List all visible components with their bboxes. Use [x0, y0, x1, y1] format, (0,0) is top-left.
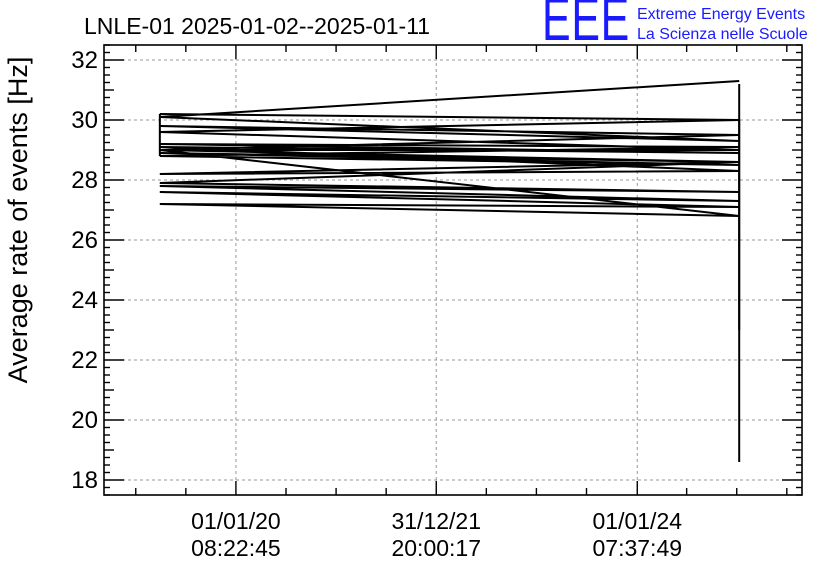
y-tick-label: 18 — [71, 467, 98, 494]
grid — [104, 45, 802, 495]
x-tick-date: 01/01/24 — [593, 508, 683, 534]
series-line-rate — [159, 80, 740, 217]
y-tick-label: 22 — [71, 347, 98, 374]
logo-eee: EEE — [542, 0, 630, 53]
logo-line-1: Extreme Energy Events — [637, 6, 805, 23]
x-tick-time: 20:00:17 — [391, 535, 481, 561]
y-tick-label: 26 — [71, 227, 98, 254]
y-tick-label: 24 — [71, 287, 98, 314]
series-group — [158, 80, 741, 462]
plot-frame — [103, 44, 803, 496]
y-tick-label: 32 — [71, 47, 98, 74]
logo-line-2: La Scienza nelle Scuole — [637, 26, 808, 43]
x-tick-time: 08:22:45 — [191, 535, 281, 561]
x-tick-time: 07:37:49 — [593, 535, 683, 561]
eee-logo: EEE Extreme Energy Events La Scienza nel… — [542, 0, 808, 53]
axis-ticks — [104, 44, 802, 496]
y-tick-labels: 18 20 22 24 26 28 30 32 — [71, 47, 98, 494]
x-tick-date: 31/12/21 — [391, 508, 481, 534]
y-axis-label: Average rate of events [Hz] — [3, 57, 33, 384]
y-tick-label: 28 — [71, 167, 98, 194]
y-tick-label: 30 — [71, 107, 98, 134]
y-tick-label: 20 — [71, 407, 98, 434]
x-tick-date: 01/01/20 — [191, 508, 281, 534]
chart-title: LNLE-01 2025-01-02--2025-01-11 — [84, 13, 430, 39]
